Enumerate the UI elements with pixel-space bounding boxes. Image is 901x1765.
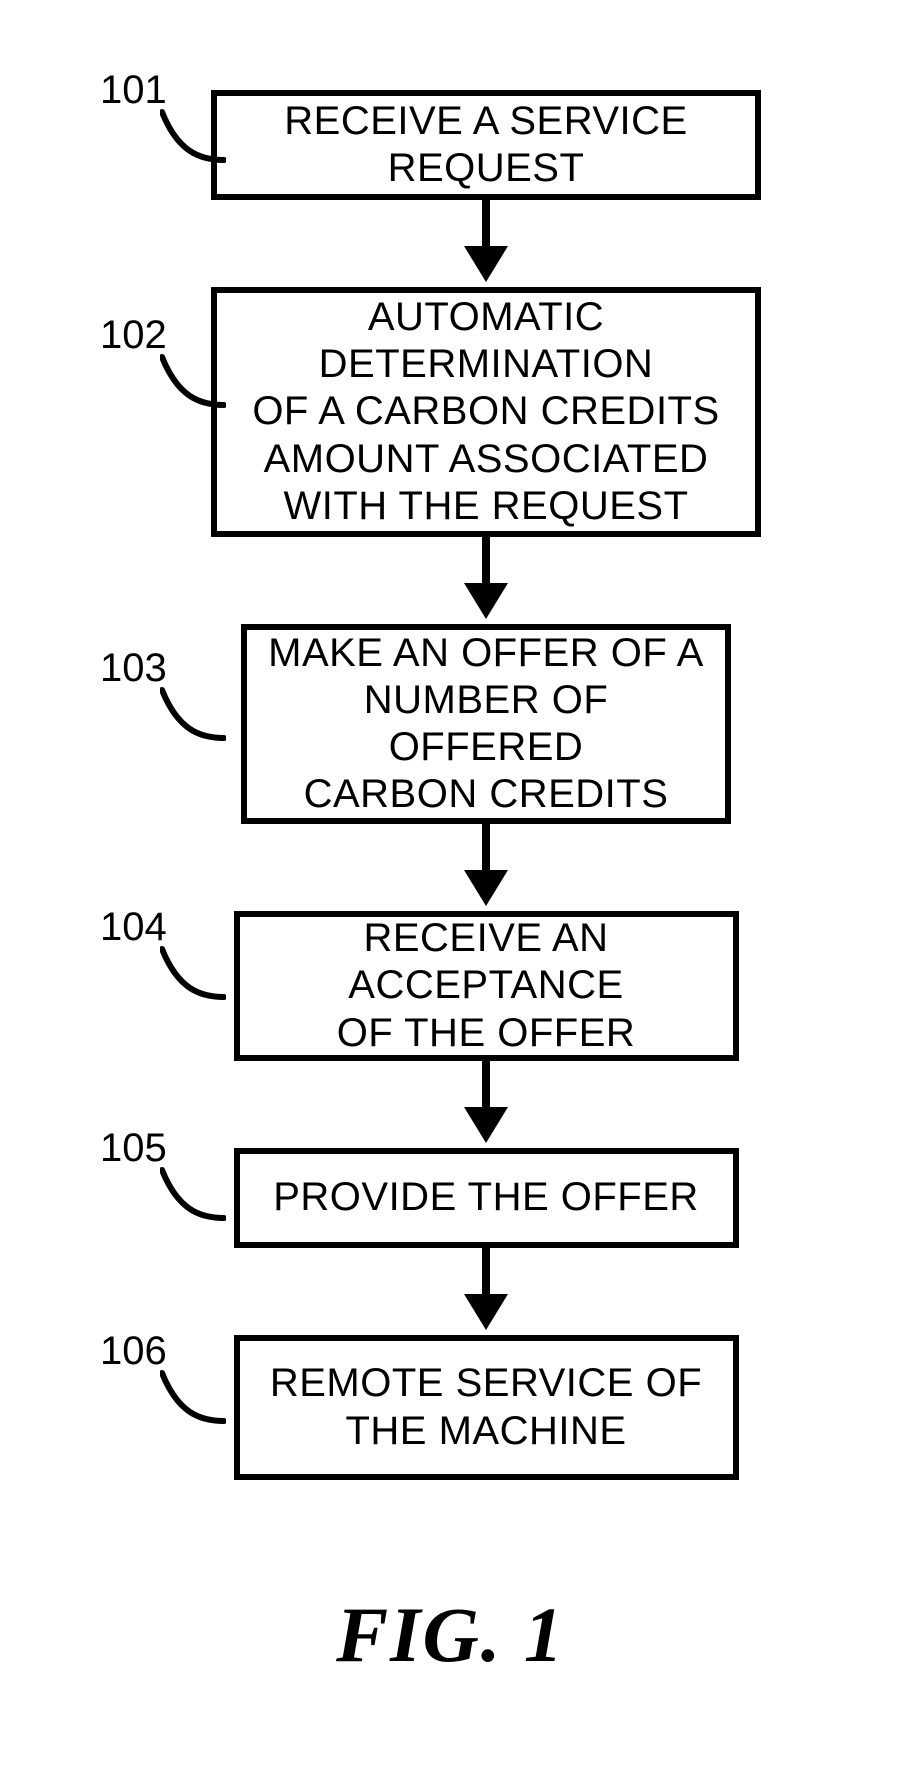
step-ref-number: 106 — [100, 1329, 167, 1374]
flow-step-box: MAKE AN OFFER OF ANUMBER OF OFFEREDCARBO… — [241, 624, 731, 824]
flow-step-box: AUTOMATIC DETERMINATIONOF A CARBON CREDI… — [211, 287, 761, 537]
flow-step-box: RECEIVE AN ACCEPTANCEOF THE OFFER — [234, 911, 739, 1061]
flow-step-text: AUTOMATIC DETERMINATIONOF A CARBON CREDI… — [235, 294, 737, 530]
flowchart: 101RECEIVE A SERVICE REQUEST 102 AUTOMATIC… — [0, 90, 901, 1480]
arrow-down-icon — [464, 537, 508, 619]
leader-curve — [160, 945, 226, 1006]
flow-step-text: PROVIDE THE OFFER — [273, 1174, 699, 1221]
step-ref-number: 104 — [100, 905, 167, 950]
flow-step-box: REMOTE SERVICE OFTHE MACHINE — [234, 1335, 739, 1480]
arrow-down-icon — [464, 1248, 508, 1330]
figure-caption: FIG. 1 — [0, 1590, 901, 1680]
leader-curve-icon — [160, 108, 226, 164]
leader-curve-icon — [160, 945, 226, 1001]
flow-arrow — [0, 1248, 901, 1335]
arrow-down-icon — [464, 824, 508, 906]
leader-curve-icon — [160, 353, 226, 409]
step-ref-number: 102 — [100, 313, 167, 358]
flow-step-text: MAKE AN OFFER OF ANUMBER OF OFFEREDCARBO… — [265, 630, 707, 819]
flow-step-text: REMOTE SERVICE OFTHE MACHINE — [270, 1360, 702, 1454]
flow-step-text: RECEIVE AN ACCEPTANCEOF THE OFFER — [258, 915, 715, 1057]
flow-step: 106REMOTE SERVICE OFTHE MACHINE — [0, 1335, 901, 1480]
leader-curve-icon — [160, 686, 226, 742]
step-ref-number: 101 — [100, 68, 167, 113]
page: 101RECEIVE A SERVICE REQUEST102AUTOMATIC… — [0, 0, 901, 1765]
flow-step: 105PROVIDE THE OFFER — [0, 1148, 901, 1248]
flow-arrow — [0, 824, 901, 911]
leader-curve — [160, 1166, 226, 1227]
step-ref-number: 105 — [100, 1126, 167, 1171]
arrow-down-icon — [464, 1061, 508, 1143]
flow-arrow — [0, 537, 901, 624]
arrow-down-icon — [464, 200, 508, 282]
flow-step: 103 MAKE AN OFFER OF ANUMBER OF OFFEREDCA… — [0, 624, 901, 824]
flow-step-box: RECEIVE A SERVICE REQUEST — [211, 90, 761, 200]
flow-step-box: PROVIDE THE OFFER — [234, 1148, 739, 1248]
leader-curve-icon — [160, 1369, 226, 1425]
flow-step: 101RECEIVE A SERVICE REQUEST — [0, 90, 901, 200]
leader-curve — [160, 353, 226, 414]
leader-curve — [160, 686, 226, 747]
leader-curve — [160, 1369, 226, 1430]
leader-curve — [160, 108, 226, 169]
step-ref-number: 103 — [100, 646, 167, 691]
flow-step: 102 AUTOMATIC DETERMINATIONOF A CARBON CR… — [0, 287, 901, 537]
flow-arrow — [0, 200, 901, 287]
flow-step-text: RECEIVE A SERVICE REQUEST — [235, 98, 737, 192]
leader-curve-icon — [160, 1166, 226, 1222]
flow-step: 104RECEIVE AN ACCEPTANCEOF THE OFFER — [0, 911, 901, 1061]
